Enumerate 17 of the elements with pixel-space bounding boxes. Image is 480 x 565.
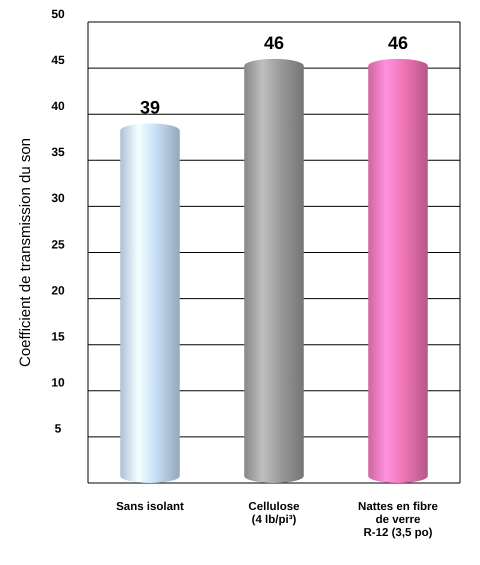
y-tick-label: 30 — [51, 191, 65, 206]
y-tick-label: 40 — [51, 99, 65, 113]
x-tick-label: Cellulose (4 lb/pi³) — [248, 501, 300, 526]
y-tick-label: 15 — [51, 330, 65, 344]
y-tick-label: 5 — [54, 422, 62, 436]
y-tick-label: 25 — [51, 237, 65, 252]
y-tick-label: 50 — [51, 6, 65, 21]
y-tick-label: 35 — [51, 145, 65, 160]
data-label: 46 — [264, 32, 284, 53]
data-label: 46 — [388, 32, 408, 53]
y-tick-label: 10 — [51, 376, 65, 390]
x-tick-label: Sans isolant — [116, 501, 184, 513]
y-axis-title: Coefficient de transmission du son — [17, 138, 34, 368]
y-tick-label: 45 — [51, 52, 65, 67]
y-tick-label: 20 — [51, 283, 65, 298]
x-tick-label: Nattes en fibre de verre R-12 (3,5 po) — [358, 501, 438, 539]
data-label: 39 — [140, 97, 160, 118]
